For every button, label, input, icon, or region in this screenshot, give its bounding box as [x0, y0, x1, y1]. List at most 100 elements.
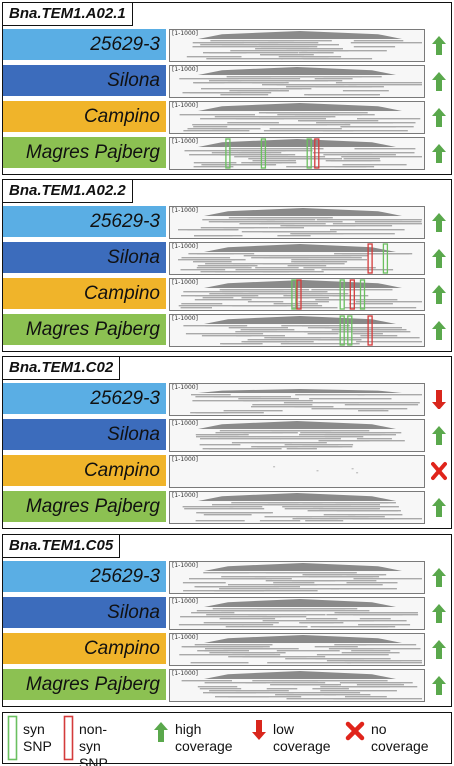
- aligned-read: [197, 686, 238, 688]
- aligned-read: [179, 654, 250, 656]
- aligned-read: [333, 86, 372, 88]
- aligned-read: [358, 410, 389, 412]
- read-alignment-track: [190, 389, 422, 414]
- aligned-read: [317, 255, 352, 257]
- cultivar-row-campino: Campino [1-1000]: [3, 455, 450, 488]
- cultivar-label: Silona: [3, 65, 166, 96]
- aligned-read: [201, 335, 252, 337]
- aligned-read: [243, 400, 313, 402]
- cultivar-row-silona: Silona [1-1000]: [3, 597, 450, 630]
- aligned-read: [260, 54, 297, 56]
- aligned-read: [219, 618, 276, 620]
- aligned-read: [194, 586, 263, 588]
- aligned-read: [228, 584, 316, 586]
- aligned-read: [243, 255, 319, 257]
- aligned-read: [296, 584, 383, 586]
- read-alignment-track: [182, 493, 422, 522]
- cultivar-row-silona: Silona [1-1000]: [3, 242, 450, 275]
- aligned-read: [261, 156, 326, 158]
- aligned-read: [266, 688, 298, 690]
- aligned-read: [285, 225, 356, 227]
- alignment-track: [1-1000]: [169, 101, 425, 134]
- aligned-read: [219, 430, 307, 432]
- gene-title: Bna.TEM1.A02.2: [3, 180, 133, 203]
- nonsyn-snp-marker: [314, 138, 320, 169]
- aligned-read: [302, 114, 343, 116]
- alignment-track: [1-1000]: [169, 597, 425, 630]
- aligned-read: [193, 82, 225, 84]
- aligned-read: [255, 442, 292, 444]
- track-range-label: [1-1000]: [172, 315, 198, 322]
- track-range-label: [1-1000]: [172, 598, 198, 605]
- aligned-read: [244, 341, 290, 343]
- read-alignment-track: [179, 103, 421, 132]
- track-range-label: [1-1000]: [172, 634, 198, 641]
- aligned-read: [245, 682, 326, 684]
- aligned-read: [238, 398, 299, 400]
- aligned-read: [212, 504, 288, 506]
- aligned-read: [299, 52, 334, 54]
- coverage-histogram: [204, 244, 396, 252]
- aligned-read: [284, 444, 354, 446]
- aligned-read: [222, 572, 285, 574]
- high-coverage-label: high coverage: [175, 721, 233, 755]
- aligned-read: [187, 128, 240, 130]
- aligned-read: [252, 680, 315, 682]
- aligned-read: [340, 331, 411, 333]
- aligned-read: [351, 468, 354, 470]
- aligned-read: [266, 219, 316, 221]
- aligned-read: [205, 648, 270, 650]
- syn-snp-swatch-icon: [7, 715, 18, 761]
- aligned-read: [270, 124, 327, 126]
- aligned-read: [190, 662, 249, 664]
- aligned-read: [324, 504, 380, 506]
- aligned-read: [357, 394, 422, 396]
- aligned-read: [311, 408, 384, 410]
- aligned-read: [262, 271, 324, 273]
- aligned-read: [237, 150, 277, 152]
- aligned-read: [220, 154, 288, 156]
- high-coverage-arrow-icon: [432, 568, 446, 587]
- aligned-read: [305, 574, 343, 576]
- aligned-read: [276, 608, 358, 610]
- aligned-read: [259, 293, 323, 295]
- high-coverage-arrow-icon: [432, 213, 446, 232]
- cultivar-label: Campino: [3, 633, 166, 664]
- syn-snp-marker: [339, 279, 345, 310]
- aligned-read: [208, 448, 251, 450]
- aligned-read: [192, 124, 276, 126]
- read-alignment-track: [178, 243, 413, 274]
- no-coverage-cross-icon: [431, 462, 447, 480]
- aligned-read: [283, 295, 349, 297]
- aligned-read: [273, 584, 318, 586]
- aligned-read: [357, 118, 421, 120]
- aligned-read: [182, 582, 226, 584]
- read-alignment-track: [195, 421, 405, 450]
- track-range-label: [1-1000]: [172, 30, 198, 37]
- aligned-read: [327, 658, 391, 660]
- high-coverage-arrow-icon: [432, 249, 446, 268]
- legend: syn SNP non-syn SNP high coverage low co…: [2, 712, 452, 766]
- aligned-read: [262, 231, 293, 233]
- aligned-read: [255, 48, 319, 50]
- aligned-read: [344, 404, 419, 406]
- aligned-read: [276, 148, 324, 150]
- aligned-read: [275, 257, 362, 259]
- aligned-read: [292, 307, 338, 309]
- aligned-read: [220, 78, 301, 80]
- aligned-read: [204, 682, 266, 684]
- aligned-read: [323, 154, 396, 156]
- aligned-read: [345, 648, 421, 650]
- cultivar-label: Magres Pajberg: [3, 669, 166, 700]
- aligned-read: [178, 624, 244, 626]
- aligned-read: [323, 76, 362, 78]
- gene-title: Bna.TEM1.A02.1: [3, 3, 133, 26]
- aligned-read: [312, 152, 373, 154]
- aligned-read: [251, 257, 299, 259]
- aligned-read: [268, 88, 302, 90]
- syn-snp-label: syn SNP: [23, 721, 52, 755]
- low-coverage-arrow-icon: [432, 390, 446, 409]
- aligned-read: [247, 339, 287, 341]
- aligned-read: [224, 293, 284, 295]
- cultivar-row-silona: Silona [1-1000]: [3, 419, 450, 452]
